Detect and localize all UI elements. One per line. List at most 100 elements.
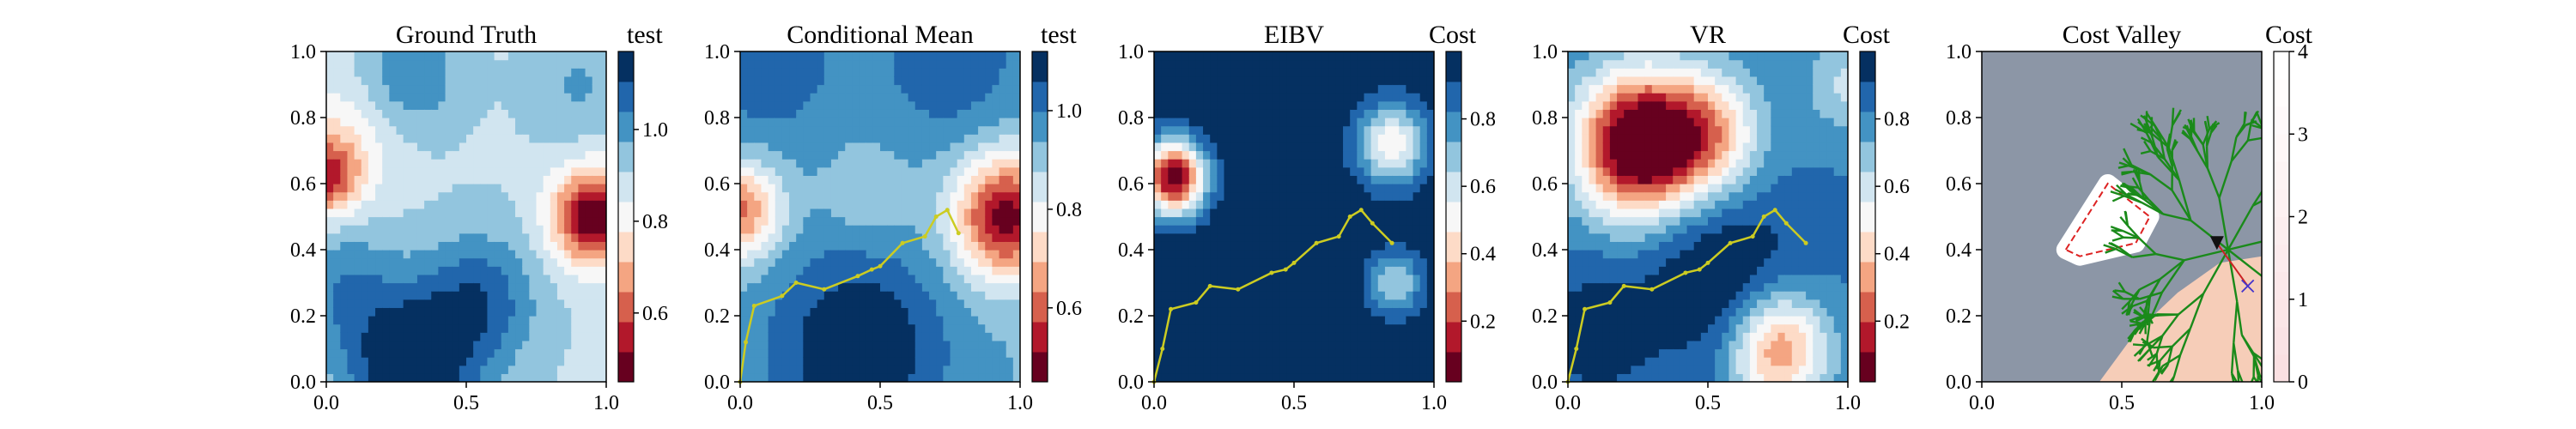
heatmap-cell (389, 109, 398, 118)
heatmap-cell (1392, 191, 1400, 201)
heatmap-cell (963, 191, 972, 201)
heatmap-cell (375, 200, 383, 209)
heatmap-cell (1343, 348, 1351, 358)
heatmap-cell (1377, 59, 1386, 69)
heatmap-cell (459, 200, 467, 209)
heatmap-cell (585, 307, 593, 317)
heatmap-cell (894, 125, 902, 135)
heatmap-cell (571, 191, 579, 201)
heatmap-cell (1392, 257, 1400, 267)
heatmap-cell (375, 208, 383, 218)
heatmap-cell (859, 118, 867, 127)
heatmap-cell (578, 274, 586, 284)
heatmap-cell (789, 307, 797, 317)
heatmap-cell (1175, 142, 1183, 152)
heatmap-cell (761, 142, 769, 152)
y-tick-label: 0.4 (704, 239, 730, 262)
heatmap-cell (894, 348, 902, 358)
heatmap-cell (768, 241, 776, 251)
heatmap-cell (838, 316, 846, 325)
heatmap-cell (382, 175, 390, 184)
heatmap-cell (1005, 125, 1014, 135)
heatmap-cell (1188, 166, 1197, 176)
heatmap-cell (789, 191, 797, 201)
heatmap-cell (452, 348, 460, 358)
heatmap-cell (1279, 109, 1288, 118)
heatmap-cell (529, 150, 538, 160)
heatmap-cell (1224, 373, 1232, 382)
heatmap-cell (1364, 257, 1372, 267)
heatmap-cell (823, 323, 832, 333)
heatmap-cell (775, 68, 783, 77)
heatmap-cell (361, 365, 369, 374)
heatmap-cell (361, 200, 369, 209)
heatmap-cell (550, 109, 558, 118)
heatmap-cell (445, 291, 453, 300)
heatmap-cell (1175, 373, 1183, 382)
heatmap-cell (501, 175, 509, 184)
heatmap-cell (810, 109, 818, 118)
heatmap-cell (1315, 125, 1323, 135)
heatmap-cell (1175, 250, 1183, 259)
heatmap-cell (1154, 257, 1162, 267)
heatmap-cell (326, 316, 334, 325)
heatmap-cell (416, 200, 425, 209)
heatmap-cell (556, 266, 565, 275)
heatmap-cell (880, 51, 888, 61)
heatmap-cell (536, 109, 544, 118)
heatmap-cell (999, 365, 1007, 374)
heatmap-cell (929, 118, 937, 127)
heatmap-cell (852, 282, 860, 292)
heatmap-cell (431, 84, 439, 94)
heatmap-cell (1301, 68, 1309, 77)
heatmap-cell (921, 365, 930, 374)
heatmap-cell (1294, 100, 1302, 110)
heatmap-cell (823, 307, 832, 317)
heatmap-cell (1392, 216, 1400, 226)
heatmap-cell (950, 118, 958, 127)
heatmap-cell (1217, 200, 1225, 209)
heatmap-cell (866, 348, 874, 358)
heatmap-cell (866, 175, 874, 184)
heatmap-cell (1203, 68, 1211, 77)
heatmap-cell (908, 208, 916, 218)
heatmap-cell (592, 225, 600, 234)
heatmap-cell (396, 257, 404, 267)
heatmap-cell (424, 357, 432, 366)
heatmap-cell (950, 316, 958, 325)
heatmap-cell (1399, 142, 1406, 152)
heatmap-cell (1273, 191, 1281, 201)
heatmap-cell (789, 274, 797, 284)
heatmap-cell (459, 118, 467, 127)
heatmap-cell (1175, 125, 1183, 135)
heatmap-cell (1252, 125, 1260, 135)
heatmap-cell (1301, 93, 1309, 102)
heatmap-cell (1195, 84, 1204, 94)
heatmap-cell (754, 373, 762, 382)
heatmap-cell (585, 225, 593, 234)
heatmap-cell (1350, 332, 1358, 341)
heatmap-cell (410, 250, 418, 259)
heatmap-cell (396, 166, 404, 176)
heatmap-cell (564, 166, 572, 176)
heatmap-cell (929, 332, 937, 341)
heatmap-cell (1315, 340, 1323, 350)
heatmap-cell (1175, 225, 1183, 234)
heatmap-cell (810, 316, 818, 325)
heatmap-cell (1012, 125, 1020, 135)
heatmap-cell (396, 134, 404, 143)
heatmap-cell (1419, 150, 1428, 160)
heatmap-cell (522, 51, 530, 61)
heatmap-cell (1175, 118, 1183, 127)
heatmap-cell (578, 357, 586, 366)
heatmap-cell (529, 282, 538, 292)
heatmap-cell (598, 59, 606, 69)
heatmap-cell (914, 109, 923, 118)
heatmap-cell (445, 208, 453, 218)
heatmap-cell (1413, 216, 1421, 226)
heatmap-cell (894, 208, 902, 218)
heatmap-cell (1377, 109, 1386, 118)
heatmap-cell (901, 93, 909, 102)
heatmap-cell (963, 166, 972, 176)
heatmap-cell (1399, 208, 1406, 218)
